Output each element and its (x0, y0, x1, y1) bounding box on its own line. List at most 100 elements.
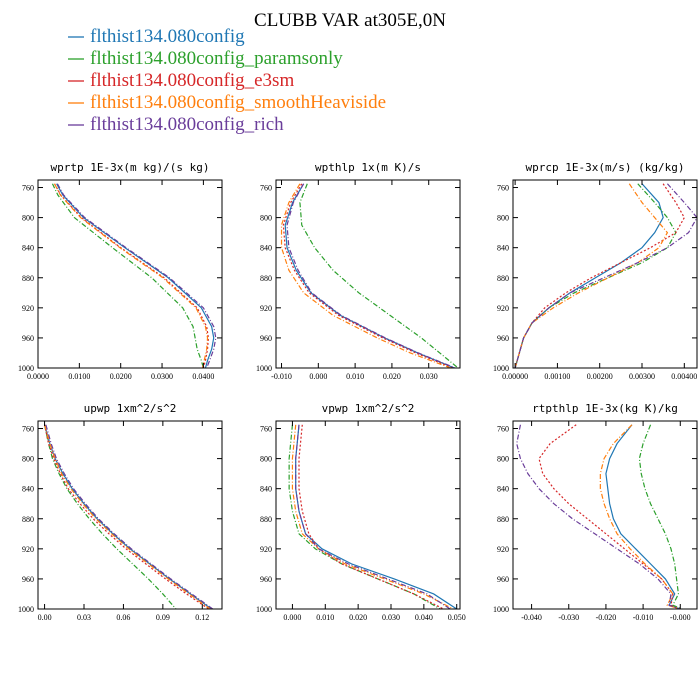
x-tick-label: 0.09 (156, 613, 170, 622)
y-tick-label: 760 (22, 184, 34, 193)
series-line (56, 183, 217, 368)
x-tick-label: 0.06 (116, 613, 130, 622)
chart-panel: upwp 1xm^2/s^2 0.00 0.03 0.06 0.09 0.12 760 800… (18, 402, 223, 622)
x-tick-label: 0.0200 (110, 372, 132, 381)
y-tick-label: 920 (260, 545, 272, 554)
y-tick-label: 840 (260, 244, 272, 253)
chart-panel: rtpthlp 1E-3x(kg K)/kg -0.040 -0.030 -0.020… (493, 402, 698, 622)
x-tick-label: 0.010 (316, 613, 334, 622)
series-line (295, 424, 458, 609)
y-tick-label: 880 (260, 274, 272, 283)
x-tick-label: 0.000 (309, 372, 327, 381)
y-tick-label: 1000 (493, 605, 509, 614)
x-tick-label: 0.030 (382, 613, 400, 622)
y-tick-label: 1000 (256, 364, 272, 373)
plot-frame (512, 179, 698, 369)
series-line (516, 424, 681, 609)
series-line (282, 183, 453, 368)
x-tick-label: 0.030 (420, 372, 438, 381)
chart-panel: vpwp 1xm^2/s^2 0.000 0.010 0.020 0.030 0.040 0… (256, 402, 466, 622)
y-tick-label: 800 (22, 214, 34, 223)
plot-frame (37, 420, 223, 610)
series-line (299, 183, 459, 368)
x-tick-label: -0.020 (596, 613, 617, 622)
y-tick-label: 920 (497, 545, 509, 554)
y-tick-label: 880 (22, 274, 34, 283)
x-tick-label: 0.00 (38, 613, 52, 622)
x-tick-label: 0.0000 (27, 372, 49, 381)
series-line (295, 424, 451, 609)
y-tick-label: 960 (260, 334, 272, 343)
y-tick-label: 920 (22, 304, 34, 313)
x-tick-label: 0.0400 (192, 372, 214, 381)
legend-label: flthist134.080config_paramsonly (90, 48, 343, 69)
x-tick-label: -0.030 (558, 613, 579, 622)
series-line (43, 424, 212, 609)
y-tick-label: 960 (497, 575, 509, 584)
y-tick-label: 800 (497, 214, 509, 223)
plot-frame (275, 420, 461, 610)
y-tick-label: 760 (260, 425, 272, 434)
panel-title: rtpthlp 1E-3x(kg K)/kg (532, 402, 678, 415)
y-tick-label: 800 (497, 455, 509, 464)
x-tick-label: 0.00200 (587, 372, 613, 381)
panels: wprtp 1E-3x(m kg)/(s kg) 0.0000 0.0100 0.02… (18, 161, 698, 622)
x-tick-label: 0.03 (77, 613, 91, 622)
x-tick-label: 0.0300 (151, 372, 173, 381)
x-tick-label: 0.00400 (671, 372, 697, 381)
series-line (298, 424, 444, 609)
chart-panel: wprcp 1E-3x(m/s) (kg/kg) 0.00000 0.00100 0.… (493, 161, 698, 381)
x-tick-label: 0.040 (415, 613, 433, 622)
legend: flthist134.080configflthist134.080config… (68, 26, 386, 135)
chart-panel: wprtp 1E-3x(m kg)/(s kg) 0.0000 0.0100 0.02… (18, 161, 223, 381)
legend-label: flthist134.080config_e3sm (90, 70, 294, 91)
y-tick-label: 1000 (18, 364, 34, 373)
y-tick-label: 800 (260, 455, 272, 464)
y-tick-label: 760 (260, 184, 272, 193)
figure-title: CLUBB VAR at305E,0N (254, 10, 446, 31)
legend-entry: flthist134.080config_e3sm (68, 70, 294, 91)
y-tick-label: 920 (497, 304, 509, 313)
y-tick-label: 1000 (18, 605, 34, 614)
x-tick-label: -0.040 (521, 613, 542, 622)
panel-title: wprcp 1E-3x(m/s) (kg/kg) (526, 161, 685, 174)
x-tick-label: -0.000 (670, 613, 691, 622)
x-tick-label: -0.010 (633, 613, 654, 622)
y-tick-label: 840 (22, 485, 34, 494)
x-tick-label: 0.000 (283, 613, 301, 622)
y-tick-label: 880 (260, 515, 272, 524)
series-line (43, 424, 211, 609)
y-tick-label: 800 (260, 214, 272, 223)
y-tick-label: 840 (22, 244, 34, 253)
x-tick-label: -0.010 (271, 372, 292, 381)
legend-label: flthist134.080config_rich (90, 114, 284, 135)
series-line (45, 424, 214, 609)
y-tick-label: 880 (497, 274, 509, 283)
legend-label: flthist134.080config (90, 26, 245, 47)
plot-frame (275, 179, 461, 369)
series-line (286, 183, 456, 368)
legend-label: flthist134.080config_smoothHeaviside (90, 92, 386, 113)
legend-entry: flthist134.080config_rich (68, 114, 284, 135)
y-tick-label: 1000 (493, 364, 509, 373)
panel-title: wpthlp 1x(m K)/s (315, 161, 421, 174)
panel-title: vpwp 1xm^2/s^2 (322, 402, 415, 415)
y-tick-label: 920 (260, 304, 272, 313)
x-tick-label: 0.020 (383, 372, 401, 381)
y-tick-label: 960 (497, 334, 509, 343)
x-tick-label: 0.00100 (544, 372, 570, 381)
y-tick-label: 760 (22, 425, 34, 434)
x-tick-label: 0.00000 (502, 372, 528, 381)
series-line (605, 424, 681, 609)
series-line (51, 183, 204, 368)
series-line (43, 424, 210, 609)
y-tick-label: 760 (497, 184, 509, 193)
legend-entry: flthist134.080config_paramsonly (68, 48, 343, 69)
x-tick-label: 0.00300 (629, 372, 655, 381)
legend-entry: flthist134.080config (68, 26, 245, 47)
series-line (43, 424, 177, 609)
y-tick-label: 880 (497, 515, 509, 524)
series-line (280, 183, 452, 368)
x-tick-label: 0.12 (195, 613, 209, 622)
